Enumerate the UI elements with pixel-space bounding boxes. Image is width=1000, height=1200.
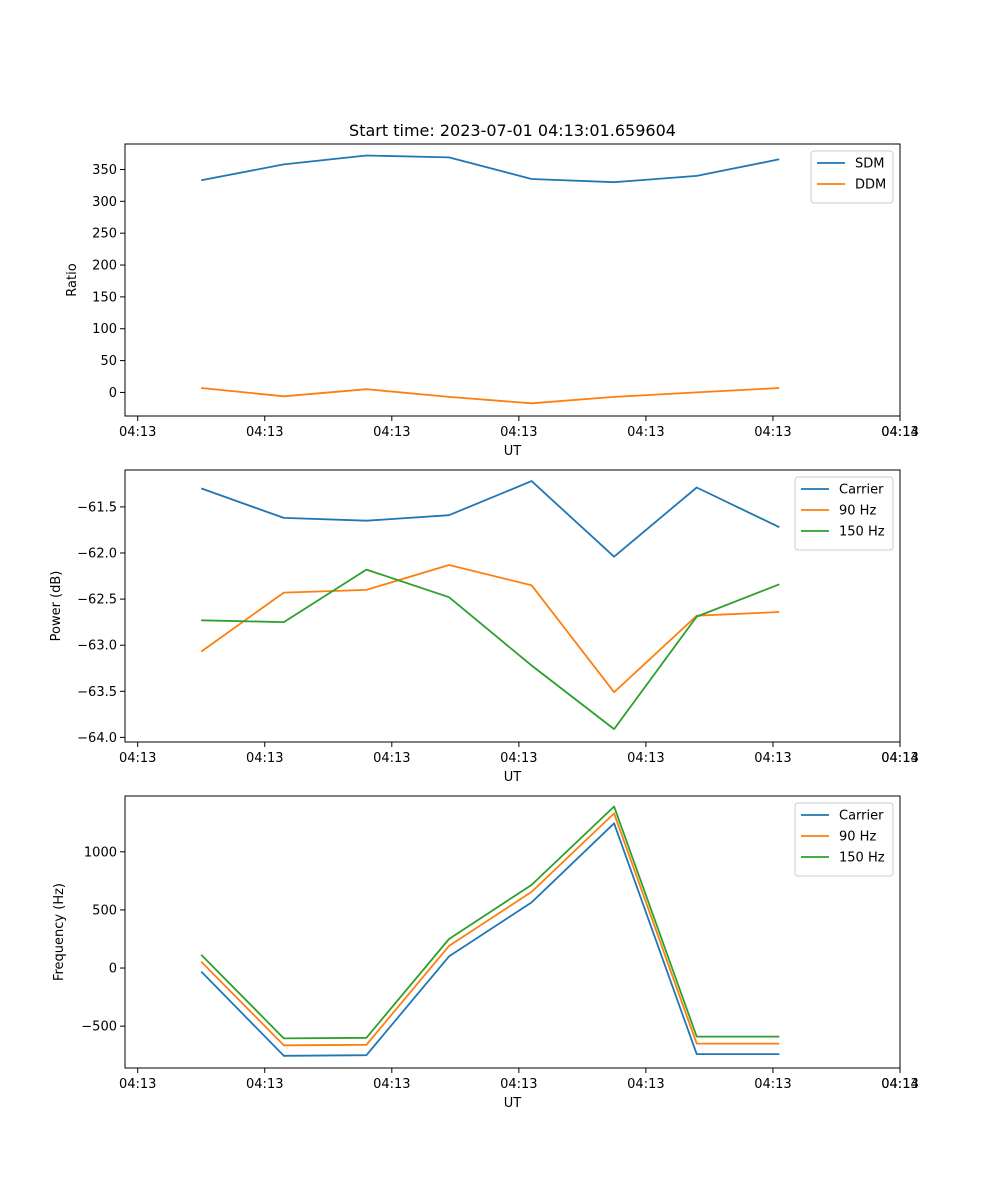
- y-tick-label: −63.5: [77, 685, 117, 700]
- y-tick-label: −63.0: [77, 639, 117, 654]
- x-tick-label: 04:13: [754, 1077, 791, 1092]
- x-tick-label: 04:13: [373, 1077, 410, 1092]
- x-tick-label: 04:13: [500, 425, 537, 440]
- legend-box: [810, 150, 894, 204]
- y-axis-label: Ratio: [65, 263, 80, 296]
- y-tick-label: −61.5: [77, 500, 117, 515]
- chart-panel-3: 04:13 04:13 04:13 04:13 04:13 04:13 04:1304:14…: [52, 795, 919, 1111]
- series-line-150-hz: [200, 805, 780, 1040]
- chart-panel-1: 04:13 04:13 04:13 04:13 04:13 04:13 04:1304:14…: [65, 143, 919, 459]
- y-tick-label: 50: [100, 354, 117, 369]
- series-line-150-hz: [201, 568, 780, 730]
- panels: 04:13 04:13 04:13 04:13 04:13 04:13 04:1304:14…: [49, 143, 919, 1111]
- y-tick-label: −500: [81, 1020, 117, 1035]
- legend: Carrier 90 Hz 150 Hz: [794, 476, 894, 551]
- legend-entry: Carrier: [839, 483, 884, 498]
- series-line-90-hz: [200, 812, 780, 1047]
- x-tick-label: 04:13: [627, 425, 664, 440]
- y-axis-label: Frequency (Hz): [52, 883, 67, 981]
- x-tick-label: 04:14: [881, 1077, 918, 1092]
- x-tick-label: 04:13: [500, 1077, 537, 1092]
- x-tick-label: 04:14: [881, 425, 918, 440]
- x-axis-label: UT: [504, 1096, 522, 1111]
- series-line-carrier: [200, 822, 780, 1057]
- plot-area-1: [124, 143, 901, 417]
- x-tick-label: 04:13: [246, 751, 283, 766]
- series-line-ddm: [201, 387, 780, 405]
- y-tick-label: 0: [109, 962, 117, 977]
- x-tick-label: 04:13: [373, 425, 410, 440]
- legend-entry: 90 Hz: [839, 830, 876, 845]
- x-tick-label: 04:13: [246, 1077, 283, 1092]
- x-tick-label: 04:13: [373, 751, 410, 766]
- y-tick-label: 300: [92, 195, 117, 210]
- x-tick-label: 04:13: [754, 751, 791, 766]
- x-tick-label: 04:13: [881, 425, 918, 440]
- series-line-carrier: [200, 480, 780, 558]
- y-tick-label: 1000: [84, 845, 117, 860]
- series-line-sdm: [201, 154, 780, 184]
- x-tick-label: 04:13: [627, 751, 664, 766]
- y-tick-label: 100: [92, 322, 117, 337]
- chart-panel-2: 04:13 04:13 04:13 04:13 04:13 04:13 04:1304:14…: [49, 469, 919, 785]
- x-tick-label: 04:14: [881, 751, 918, 766]
- legend-entry: 150 Hz: [839, 525, 885, 540]
- legend: Carrier 90 Hz 150 Hz: [794, 802, 894, 877]
- y-tick-label: 250: [92, 227, 117, 242]
- legend-entry: Carrier: [839, 809, 884, 824]
- legend: SDM DDM: [810, 150, 894, 204]
- x-tick-label: 04:13: [627, 1077, 664, 1092]
- x-tick-label: 04:13: [754, 425, 791, 440]
- y-tick-label: 200: [92, 259, 117, 274]
- y-axis-label: Power (dB): [49, 571, 64, 642]
- legend-entry: 90 Hz: [839, 504, 876, 519]
- y-tick-label: 0: [109, 386, 117, 401]
- x-tick-label: 04:13: [119, 751, 156, 766]
- x-axis-label: UT: [504, 444, 522, 459]
- x-tick-label: 04:13: [119, 1077, 156, 1092]
- y-tick-label: −62.5: [77, 593, 117, 608]
- x-tick-label: 04:13: [881, 751, 918, 766]
- x-axis-label: UT: [504, 770, 522, 785]
- x-tick-label: 04:13: [881, 1077, 918, 1092]
- y-tick-label: −64.0: [77, 731, 117, 746]
- plot-area-2: [124, 469, 901, 743]
- y-tick-label: −62.0: [77, 546, 117, 561]
- y-tick-label: 150: [92, 290, 117, 305]
- legend-entry: 150 Hz: [839, 851, 885, 866]
- plot-area-3: [124, 795, 901, 1069]
- y-tick-label: 500: [92, 903, 117, 918]
- figure-title: Start time: 2023-07-01 04:13:01.659604: [349, 121, 676, 140]
- x-tick-label: 04:13: [246, 425, 283, 440]
- y-tick-label: 350: [92, 163, 117, 178]
- x-tick-label: 04:13: [500, 751, 537, 766]
- legend-entry: DDM: [855, 178, 886, 193]
- legend-entry: SDM: [855, 157, 884, 172]
- series-line-90-hz: [200, 564, 780, 694]
- x-tick-label: 04:13: [119, 425, 156, 440]
